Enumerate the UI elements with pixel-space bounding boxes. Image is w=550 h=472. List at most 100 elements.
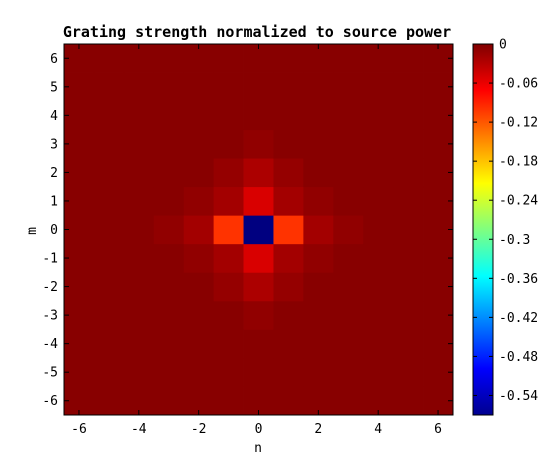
x-tick-label: -2: [191, 422, 207, 437]
heatmap-cell: [243, 272, 274, 302]
heatmap-cell: [243, 158, 274, 188]
heatmap-cell: [213, 300, 244, 330]
heatmap-cell: [393, 129, 424, 159]
heatmap-cell: [303, 357, 334, 387]
heatmap-cell: [93, 129, 125, 159]
heatmap-cell: [333, 329, 364, 359]
heatmap-cell: [273, 329, 304, 359]
y-tick-label: -1: [42, 252, 58, 267]
heatmap-cell: [64, 129, 95, 159]
heatmap-cell: [303, 186, 334, 216]
heatmap-cell: [393, 44, 424, 73]
heatmap-cells: [64, 44, 454, 416]
y-tick-label: 6: [50, 52, 58, 67]
heatmap-cell: [123, 72, 155, 102]
heatmap-cell: [153, 272, 185, 302]
heatmap-cell: [243, 215, 274, 245]
heatmap-cell: [273, 215, 304, 245]
x-axis-label: n: [254, 441, 262, 456]
heatmap-cell: [273, 243, 304, 273]
heatmap-cell: [93, 44, 125, 73]
x-tick-label: 2: [314, 422, 322, 437]
y-tick-label: -2: [42, 280, 58, 295]
heatmap-cell: [333, 215, 364, 245]
heatmap-cell: [333, 272, 364, 302]
heatmap-cell: [183, 186, 215, 216]
heatmap-cell: [393, 329, 424, 359]
heatmap-cell: [393, 158, 424, 188]
heatmap-cell: [213, 329, 244, 359]
heatmap-cell: [273, 129, 304, 159]
y-tick-label: -4: [42, 337, 58, 352]
heatmap-cell: [333, 300, 364, 330]
heatmap-cell: [123, 101, 155, 131]
heatmap-cell: [213, 357, 244, 387]
colorbar-tick-label: -0.12: [499, 116, 538, 131]
heatmap-cell: [153, 186, 185, 216]
heatmap-cell: [363, 158, 394, 188]
heatmap-cell: [123, 357, 155, 387]
heatmap-cell: [393, 186, 424, 216]
heatmap-cell: [333, 386, 364, 416]
heatmap-cell: [123, 158, 155, 188]
heatmap-cell: [183, 243, 215, 273]
heatmap-cell: [303, 158, 334, 188]
colorbar-tick-label: -0.18: [499, 155, 538, 170]
heatmap-cell: [183, 101, 215, 131]
heatmap-cell: [64, 215, 95, 245]
heatmap-cell: [243, 243, 274, 273]
heatmap-cell: [183, 272, 215, 302]
heatmap-cell: [64, 101, 95, 131]
heatmap-cell: [393, 386, 424, 416]
heatmap-cell: [123, 215, 155, 245]
heatmap-cell: [393, 215, 424, 245]
heatmap-cell: [123, 272, 155, 302]
heatmap-cell: [243, 329, 274, 359]
heatmap-cell: [213, 101, 244, 131]
heatmap-cell: [333, 44, 364, 73]
heatmap-cell: [64, 329, 95, 359]
heatmap-cell: [273, 72, 304, 102]
heatmap-cell: [273, 186, 304, 216]
heatmap-cell: [213, 186, 244, 216]
heatmap-cell: [64, 186, 95, 216]
heatmap-cell: [213, 215, 244, 245]
heatmap-cell: [153, 215, 185, 245]
heatmap-cell: [213, 72, 244, 102]
heatmap-cell: [93, 386, 125, 416]
heatmap-cell: [153, 329, 185, 359]
heatmap-cell: [333, 72, 364, 102]
x-axis-ticks: -6 -4 -2 0 2 4 6: [71, 44, 442, 437]
colorbar: [472, 43, 494, 416]
y-axis-label: m: [25, 227, 40, 235]
heatmap-cell: [213, 272, 244, 302]
heatmap-cell: [393, 72, 424, 102]
colorbar-tick-label: -0.3: [499, 233, 530, 248]
heatmap-cell: [153, 44, 185, 73]
heatmap-cell: [273, 357, 304, 387]
heatmap-cell: [363, 300, 394, 330]
heatmap-cell: [64, 243, 95, 273]
y-tick-label: 1: [50, 194, 58, 209]
x-tick-label: 4: [374, 422, 382, 437]
colorbar-tick-label: -0.24: [499, 194, 538, 209]
heatmap-cell: [273, 44, 304, 73]
heatmap-cell: [153, 386, 185, 416]
heatmap-cell: [363, 101, 394, 131]
heatmap-cell: [333, 186, 364, 216]
heatmap-cell: [333, 129, 364, 159]
heatmap-cell: [303, 329, 334, 359]
heatmap-cell: [213, 386, 244, 416]
heatmap-cell: [93, 300, 125, 330]
heatmap-cell: [393, 101, 424, 131]
heatmap-cell: [153, 300, 185, 330]
heatmap-cell: [183, 72, 215, 102]
y-tick-label: 4: [50, 109, 58, 124]
heatmap-cell: [303, 272, 334, 302]
heatmap-cell: [363, 243, 394, 273]
heatmap-cell: [153, 101, 185, 131]
colorbar-tick-label: -0.48: [499, 350, 538, 365]
heatmap-cell: [273, 158, 304, 188]
y-tick-label: 3: [50, 137, 58, 152]
